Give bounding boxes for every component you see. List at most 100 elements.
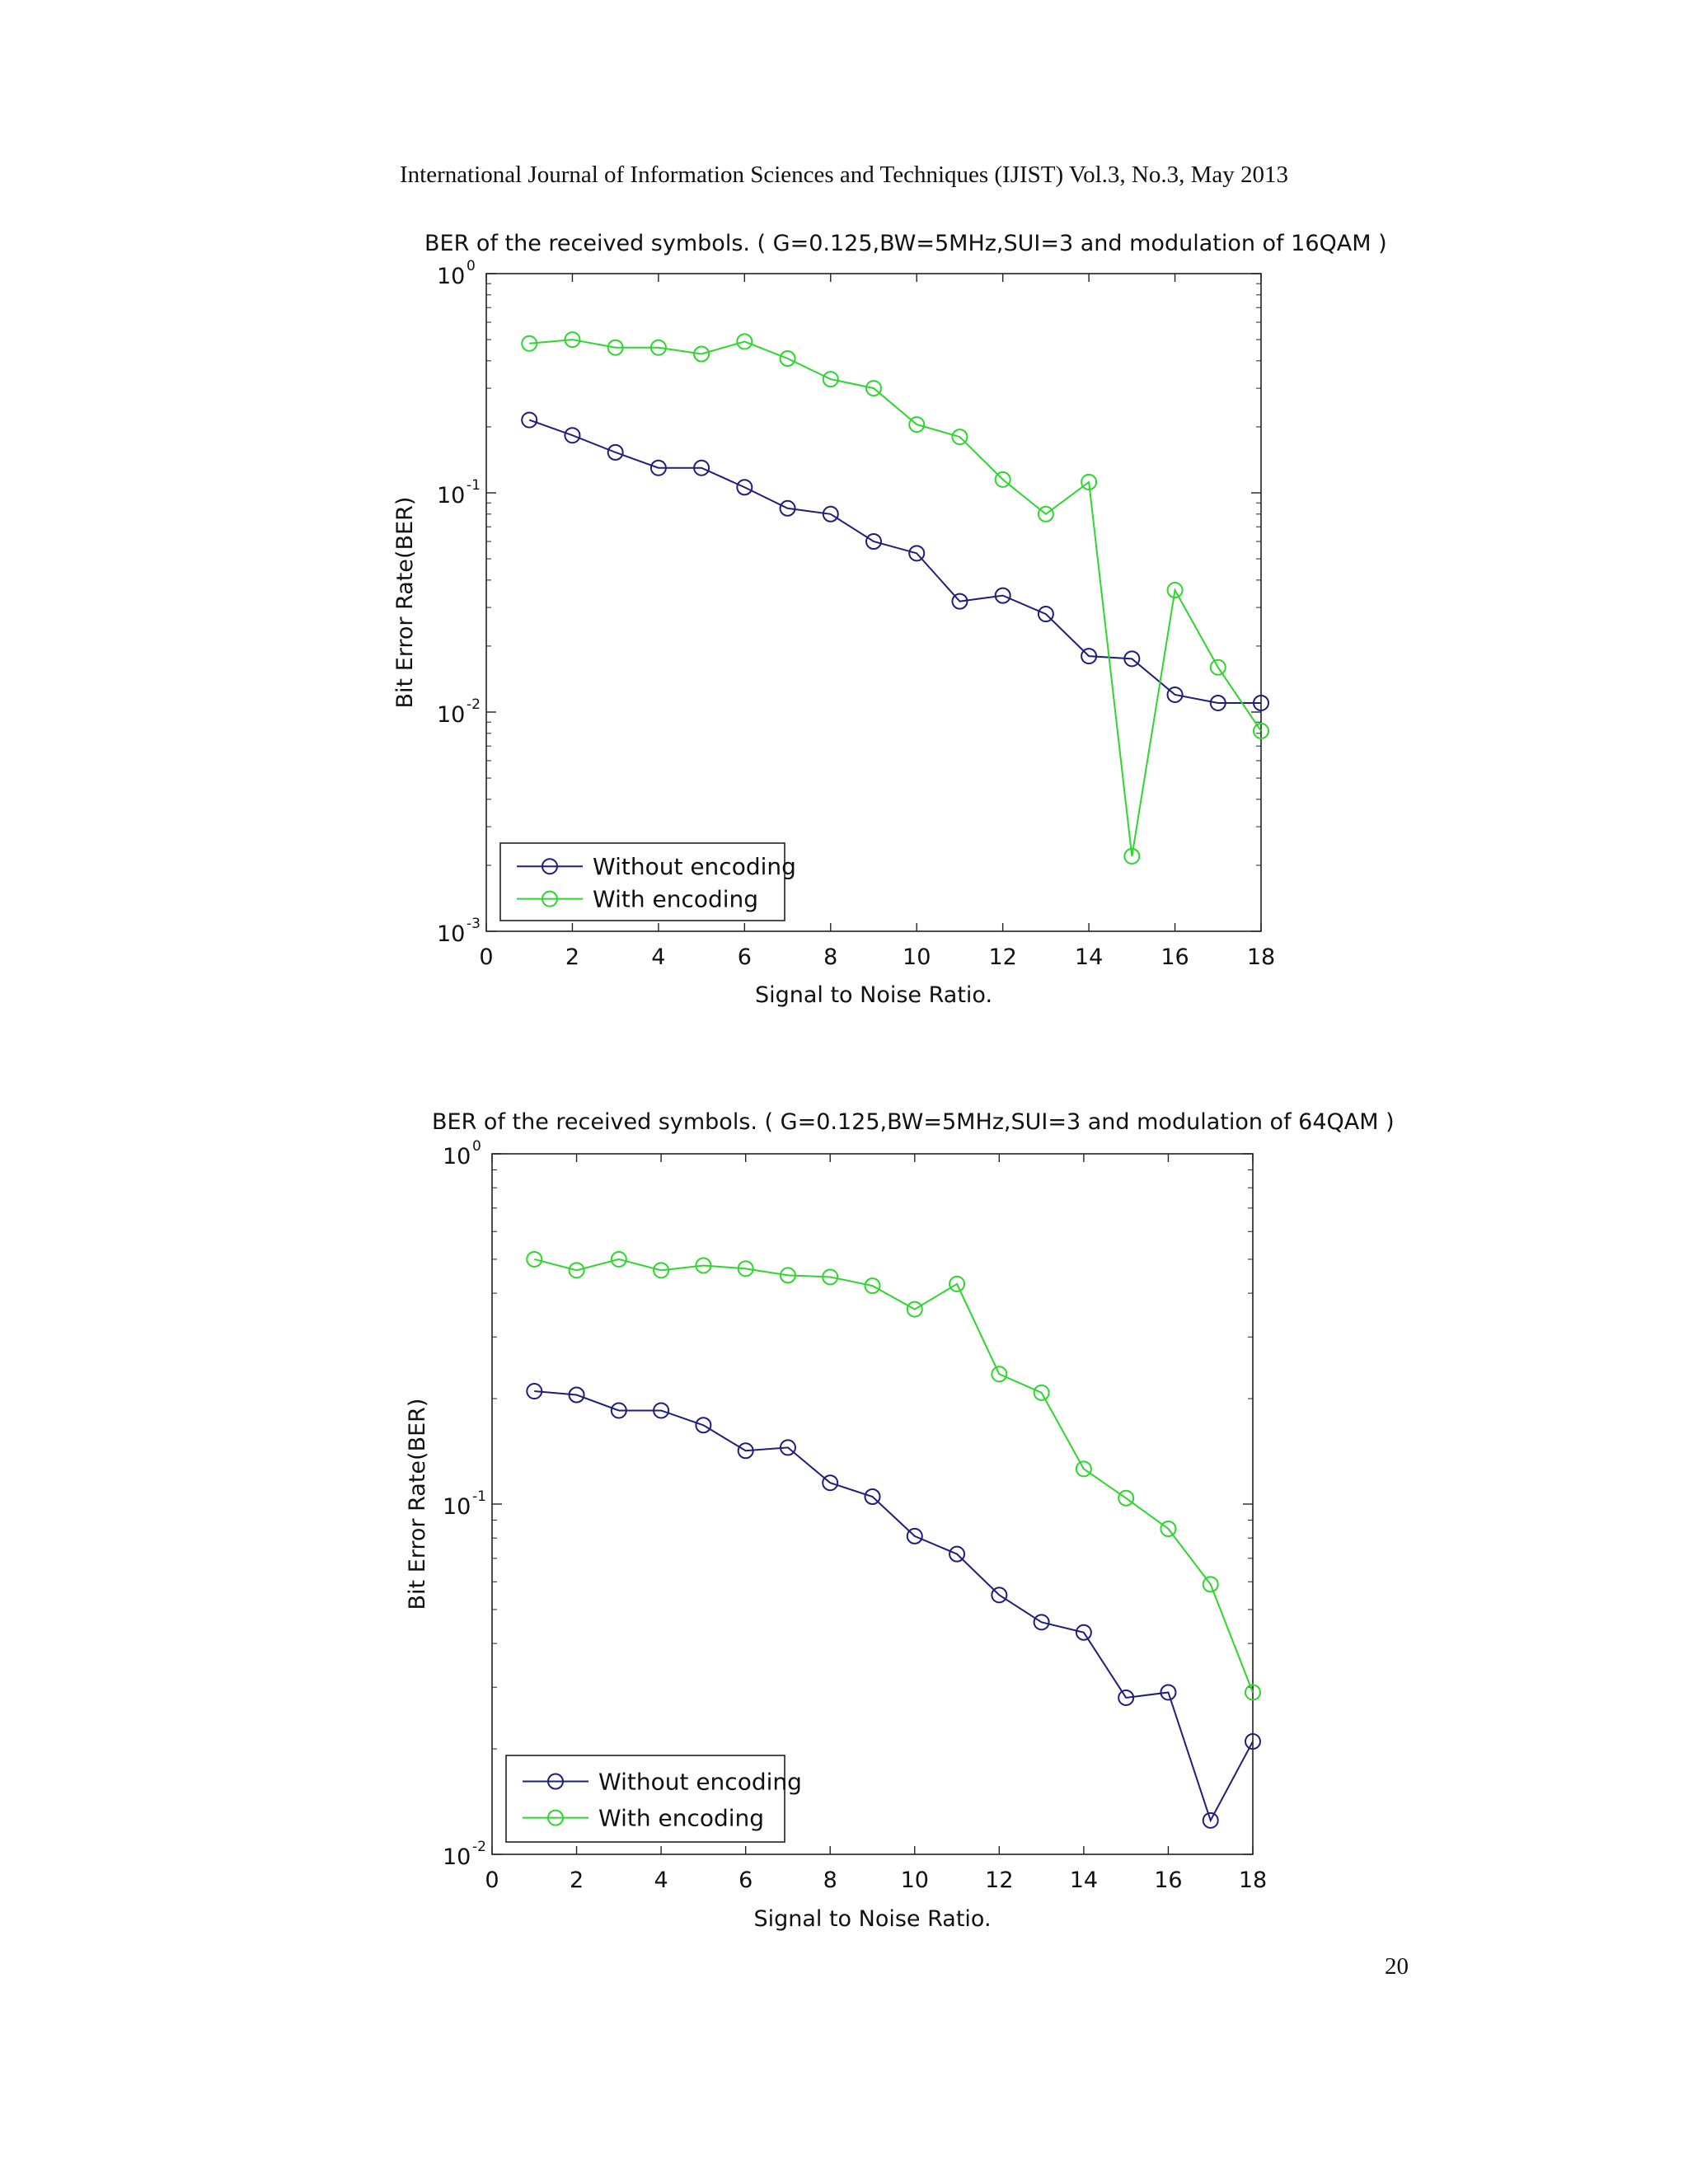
data-point-with-encoding — [653, 1262, 670, 1279]
data-point-with-encoding — [693, 345, 710, 363]
data-point-without-encoding — [521, 411, 538, 429]
y-tick-base: 10 — [443, 1844, 471, 1870]
y-tick-exponent: 0 — [467, 258, 476, 274]
legend-marker — [542, 890, 558, 907]
legend-label: Without encoding — [598, 1769, 802, 1796]
data-point-with-encoding — [779, 349, 796, 367]
x-axis-label: Signal to Noise Ratio. — [753, 1906, 991, 1932]
data-point-with-encoding — [1160, 1520, 1177, 1537]
data-point-without-encoding — [1123, 650, 1141, 668]
data-point-without-encoding — [906, 1527, 923, 1544]
data-point-with-encoding — [1037, 505, 1054, 523]
x-tick-label: 0 — [479, 944, 493, 970]
page-header: International Journal of Information Sci… — [400, 162, 1288, 188]
data-point-with-encoding — [526, 1250, 543, 1268]
plot-frame — [485, 273, 1262, 932]
data-point-without-encoding — [526, 1383, 543, 1400]
data-point-without-encoding — [736, 479, 753, 496]
data-point-without-encoding — [949, 1545, 966, 1563]
x-tick-label: 10 — [901, 1868, 929, 1893]
data-point-with-encoding — [949, 1275, 966, 1292]
data-point-with-encoding — [1245, 1684, 1261, 1701]
y-tick-base: 10 — [437, 921, 465, 947]
x-axis-label: Signal to Noise Ratio. — [755, 982, 992, 1008]
legend-marker — [547, 1773, 564, 1790]
data-point-without-encoding — [649, 459, 667, 476]
data-point-without-encoding — [994, 587, 1011, 604]
x-tick-label: 16 — [1160, 944, 1189, 970]
data-point-with-encoding — [568, 1262, 585, 1279]
data-point-with-encoding — [1166, 582, 1184, 599]
y-tick-label: 10 -1 — [443, 1488, 486, 1520]
legend-box — [505, 1755, 785, 1843]
y-tick-base: 10 — [437, 264, 465, 289]
data-point-without-encoding — [737, 1442, 754, 1460]
page-number: 20 — [1385, 1953, 1409, 1980]
data-point-without-encoding — [908, 545, 926, 562]
data-point-without-encoding — [865, 533, 882, 551]
y-tick-base: 10 — [437, 483, 465, 509]
data-point-without-encoding — [1245, 1733, 1261, 1750]
data-point-without-encoding — [1037, 606, 1054, 623]
x-tick-label: 2 — [570, 1868, 584, 1893]
data-point-without-encoding — [1033, 1614, 1050, 1631]
x-tick-label: 12 — [988, 944, 1016, 970]
y-tick-label: 10 -2 — [437, 696, 481, 728]
x-tick-label: 12 — [985, 1868, 1013, 1893]
data-point-with-encoding — [822, 371, 839, 388]
x-tick-label: 8 — [823, 944, 837, 970]
data-point-with-encoding — [649, 339, 667, 356]
series-line-without-encoding — [528, 419, 1261, 704]
data-point-with-encoding — [822, 1268, 839, 1286]
chart-title: BER of the received symbols. ( G=0.125,B… — [424, 231, 1387, 256]
data-point-with-encoding — [607, 339, 624, 356]
y-tick-base: 10 — [437, 702, 465, 728]
x-tick-label: 18 — [1239, 1868, 1267, 1893]
legend-marker — [547, 1809, 564, 1826]
data-point-with-encoding — [610, 1250, 627, 1268]
data-point-with-encoding — [951, 429, 968, 446]
data-point-with-encoding — [865, 380, 882, 397]
data-point-without-encoding — [1118, 1689, 1135, 1706]
data-point-with-encoding — [1253, 722, 1269, 739]
legend-label: With encoding — [598, 1805, 764, 1832]
data-point-with-encoding — [1033, 1384, 1050, 1401]
data-point-with-encoding — [737, 1260, 754, 1277]
x-tick-label: 16 — [1154, 1868, 1182, 1893]
y-tick-exponent: -3 — [467, 916, 481, 932]
data-point-with-encoding — [906, 1301, 923, 1318]
y-axis-label: Bit Error Rate(BER) — [405, 1399, 430, 1610]
ber-chart-64qam: BER of the received symbols. ( G=0.125,B… — [405, 1109, 1395, 1932]
data-point-without-encoding — [568, 1386, 585, 1404]
y-tick-label: 10 -1 — [437, 477, 481, 509]
data-point-without-encoding — [1202, 1811, 1219, 1829]
data-point-without-encoding — [1075, 1624, 1092, 1641]
data-point-without-encoding — [822, 505, 839, 523]
data-point-without-encoding — [653, 1402, 670, 1419]
series-line-with-encoding — [534, 1258, 1254, 1693]
data-point-without-encoding — [607, 443, 624, 461]
data-point-without-encoding — [779, 499, 796, 517]
y-tick-base: 10 — [443, 1494, 471, 1520]
x-tick-label: 8 — [823, 1868, 837, 1893]
data-point-without-encoding — [991, 1586, 1008, 1604]
data-point-with-encoding — [908, 416, 926, 434]
data-point-without-encoding — [1081, 648, 1098, 665]
data-point-with-encoding — [864, 1277, 881, 1295]
x-tick-label: 14 — [1075, 944, 1103, 970]
y-tick-label: 10 0 — [437, 258, 476, 289]
data-point-with-encoding — [1202, 1576, 1219, 1593]
x-tick-label: 4 — [654, 1868, 668, 1893]
data-point-with-encoding — [564, 331, 581, 349]
legend-marker — [542, 858, 558, 875]
data-point-without-encoding — [1166, 686, 1184, 703]
x-tick-label: 6 — [738, 944, 752, 970]
y-tick-base: 10 — [443, 1144, 471, 1169]
data-point-without-encoding — [822, 1474, 839, 1492]
series-line-with-encoding — [529, 339, 1262, 857]
data-point-without-encoding — [1160, 1684, 1177, 1701]
x-tick-label: 14 — [1070, 1868, 1098, 1893]
x-tick-label: 4 — [651, 944, 665, 970]
y-tick-label: 10 -2 — [443, 1839, 486, 1870]
y-tick-exponent: -1 — [467, 477, 481, 494]
